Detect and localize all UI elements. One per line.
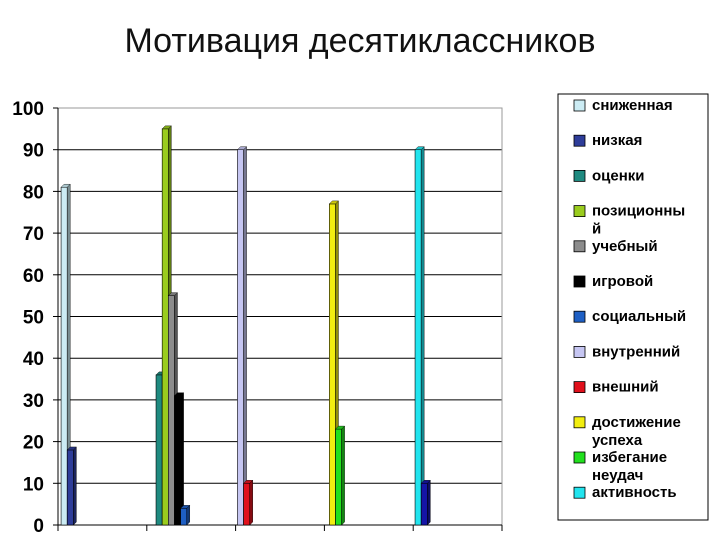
- legend-swatch: [573, 169, 586, 182]
- bar-активность: [414, 146, 425, 526]
- legend-label: достижение: [592, 414, 681, 431]
- axes: [53, 107, 503, 531]
- chart-title: Мотивация десятиклассников: [124, 22, 596, 60]
- legend-label: социальный: [592, 308, 686, 325]
- y-tick-label: 0: [33, 516, 44, 537]
- gridlines: [58, 107, 502, 526]
- legend-label: внешний: [592, 379, 659, 396]
- legend-swatch: [573, 416, 586, 429]
- legend-item: игровой: [573, 273, 653, 290]
- legend-label: оценки: [592, 167, 645, 184]
- bar-избегание-неудач: [334, 425, 346, 526]
- legend-swatch: [573, 240, 586, 253]
- bar-социальный: [180, 504, 191, 526]
- legend-item: внешний: [573, 379, 659, 396]
- legend-swatch: [573, 486, 586, 499]
- y-tick-label: 60: [23, 266, 44, 287]
- bar-series-12: [420, 479, 431, 526]
- legend-label: успеха: [592, 432, 643, 449]
- legend-item: учебный: [573, 238, 658, 255]
- bar-внутренний: [236, 146, 248, 526]
- legend-label: учебный: [592, 238, 658, 255]
- legend-label: избегание: [592, 449, 667, 466]
- legend-item: оценки: [573, 167, 645, 184]
- bars: [60, 125, 431, 526]
- bar-сниженная: [60, 183, 71, 526]
- legend-item: активность: [573, 484, 677, 501]
- y-tick-labels: 0 10 20 30 40 50 60 70 80 90 100: [12, 99, 44, 537]
- y-tick-label: 30: [23, 391, 44, 412]
- legend-item: социальный: [573, 308, 686, 325]
- legend-swatch: [573, 205, 586, 218]
- legend-swatch: [573, 310, 586, 323]
- legend-label: й: [592, 221, 601, 238]
- legend-swatch: [573, 275, 586, 288]
- legend-item: сниженная: [573, 97, 673, 114]
- legend-swatch: [573, 451, 586, 464]
- legend-swatch: [573, 99, 586, 112]
- bar-низкая: [66, 446, 77, 526]
- legend-item: внутренний: [573, 343, 680, 360]
- y-tick-label: 90: [23, 141, 44, 162]
- legend-label: позиционны: [592, 203, 685, 220]
- legend-label: активность: [592, 484, 677, 501]
- y-tick-label: 50: [23, 308, 44, 329]
- bar-игровой: [173, 392, 185, 526]
- bar-внешний: [243, 479, 254, 526]
- y-tick-label: 10: [23, 474, 44, 495]
- legend-swatch: [573, 134, 586, 147]
- y-tick-label: 100: [12, 99, 44, 120]
- y-tick-label: 80: [23, 182, 44, 203]
- y-tick-label: 20: [23, 433, 44, 454]
- legend-box: [557, 93, 709, 521]
- legend-swatch: [573, 345, 586, 358]
- legend-label: игровой: [592, 273, 653, 290]
- legend-label: внутренний: [592, 343, 680, 360]
- legend-label: сниженная: [592, 97, 673, 114]
- legend-label: низкая: [592, 132, 642, 149]
- legend-swatch: [573, 381, 586, 394]
- legend-item: низкая: [573, 132, 642, 149]
- y-tick-label: 40: [23, 349, 44, 370]
- legend-label: неудач: [592, 467, 643, 484]
- y-tick-label: 70: [23, 224, 44, 245]
